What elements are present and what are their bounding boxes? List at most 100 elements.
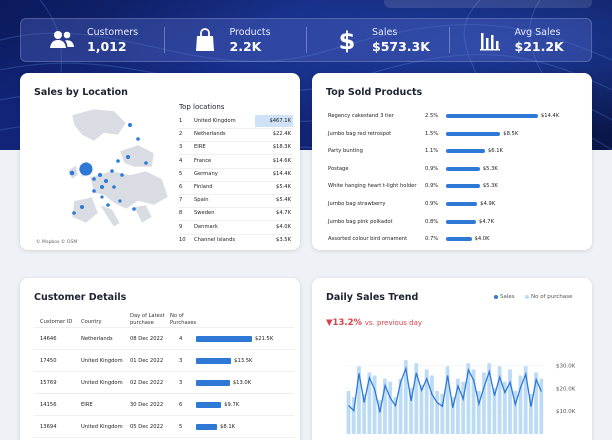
y-tick-label: $30.0K — [556, 363, 576, 369]
location-rank: 9 — [179, 223, 183, 230]
daily-sales-chart[interactable]: $30.0K$20.0K$10.0KMar 2Mar 9Mar 16Mar 23… — [312, 278, 592, 440]
customer-purchases: 5 — [179, 424, 183, 430]
top-sold-products-card: Top Sold Products Regency cakestand 3 ti… — [312, 73, 592, 250]
location-rank: 3 — [179, 144, 183, 151]
purchase-bar — [539, 378, 544, 434]
product-name: Jumbo bag red retrospot — [328, 130, 392, 137]
location-country: Finland — [194, 184, 213, 190]
legend-purchases[interactable]: No of purchase — [525, 294, 573, 300]
location-rank: 10 — [179, 236, 186, 243]
product-value: $6.1K — [487, 148, 503, 155]
location-row[interactable]: 5 Germany $14.4K — [179, 168, 293, 181]
product-bar — [446, 184, 480, 189]
location-row[interactable]: 10 Channel Islands $3.5K — [179, 234, 293, 247]
location-row[interactable]: 4 France $14.6K — [179, 155, 293, 168]
product-bar — [446, 114, 538, 118]
change-indicator: ▼13.2% vs. previous day — [326, 318, 422, 328]
product-share: 1.1% — [425, 148, 439, 155]
row-divider — [34, 415, 294, 416]
product-bar — [446, 149, 485, 154]
map-credit: © Mapbox © OSM — [36, 240, 78, 245]
product-bar — [446, 131, 501, 136]
location-row[interactable]: 3 EIRE $18.3K — [179, 141, 293, 154]
location-country: Denmark — [194, 223, 218, 230]
product-name: Assorted colour bird ornament — [328, 236, 408, 243]
customer-row[interactable]: 14156 EIRE 30 Dec 2022 6 $9.7K — [40, 395, 294, 415]
svg-text:$: $ — [339, 27, 356, 53]
customer-purchases: 6 — [179, 402, 183, 408]
col-header-id[interactable]: Customer ID — [40, 319, 73, 325]
customer-country: United Kingdom — [81, 358, 123, 364]
purchase-bar — [440, 394, 445, 434]
location-rank: 8 — [179, 210, 183, 217]
product-row[interactable]: Assorted colour bird ornament 0.7% $4.0K — [328, 233, 584, 246]
location-value: $22.4K — [272, 131, 291, 138]
product-bar — [446, 237, 472, 242]
row-divider — [179, 141, 293, 143]
purchase-bar — [346, 390, 351, 434]
customer-row[interactable]: 17450 United Kingdom 01 Dec 2022 3 $13.5K — [40, 351, 294, 371]
product-row[interactable]: Jumbo bag strawberry 0.9% $4.9K — [328, 198, 584, 211]
legend-sales[interactable]: Sales — [494, 294, 515, 300]
kpi-label: Sales — [372, 26, 398, 38]
legend-dot — [494, 294, 498, 299]
product-row[interactable]: Jumbo bag pink polkadot 0.8% $4.7K — [328, 216, 584, 229]
daily-sales-trend-card: Daily Sales Trend Sales No of purchase ▼… — [312, 278, 592, 440]
row-divider — [34, 437, 294, 438]
col-header-country[interactable]: Country — [81, 319, 102, 325]
product-row[interactable]: Party bunting 1.1% $6.1K — [328, 145, 584, 158]
product-name: Jumbo bag pink polkadot — [328, 218, 393, 225]
purchase-bar — [445, 366, 450, 434]
col-header-last-purchase[interactable]: Day of Latest purchase — [130, 313, 165, 326]
customer-row[interactable]: 14646 Netherlands 08 Dec 2022 4 $21.5K — [40, 329, 294, 349]
legend-label: No of purchase — [531, 294, 573, 300]
location-row[interactable]: 7 Spain $5.4K — [179, 194, 293, 207]
purchase-bar — [424, 369, 429, 434]
product-row[interactable]: White hanging heart t-light holder 0.9% $5… — [328, 180, 584, 193]
purchase-bar — [466, 363, 471, 434]
purchase-bar — [351, 397, 356, 434]
product-row[interactable]: Regency cakestand 3 tier 2.5% $14.4K — [328, 110, 584, 123]
product-row[interactable]: Postage 0.9% $5.3K — [328, 163, 584, 176]
row-divider — [179, 180, 293, 182]
row-divider — [179, 167, 293, 169]
product-name: Jumbo bag strawberry — [328, 201, 386, 207]
location-value: $4.0K — [276, 223, 291, 230]
kpi-value: 1,012 — [87, 38, 127, 54]
europe-map[interactable] — [34, 105, 184, 235]
kpi-label: Avg Sales — [514, 26, 561, 38]
kpi-value: 2.2K — [229, 38, 262, 54]
purchase-bar — [414, 363, 419, 434]
purchase-bar — [508, 369, 512, 434]
customer-row[interactable]: 15769 United Kingdom 02 Dec 2022 3 $13.0K — [40, 373, 294, 393]
location-rank: 5 — [179, 170, 183, 177]
location-country: Channel Islands — [194, 236, 236, 243]
location-value: $5.4K — [276, 184, 291, 190]
purchase-bar — [419, 384, 424, 434]
location-country: EIRE — [194, 144, 206, 151]
location-row[interactable]: 1 United Kingdom $467.1K — [179, 115, 293, 128]
card-title: Daily Sales Trend — [326, 292, 419, 303]
change-text: vs. previous day — [364, 319, 423, 327]
location-row[interactable]: 9 Denmark $4.0K — [179, 221, 293, 234]
purchase-bar — [456, 378, 460, 434]
kpi-value: $21.2K — [514, 38, 564, 54]
product-share: 0.9% — [425, 165, 439, 172]
product-share: 2.5% — [425, 113, 439, 119]
product-value: $4.7K — [479, 218, 494, 225]
product-row[interactable]: Jumbo bag red retrospot 1.5% $8.5K — [328, 128, 584, 141]
customer-purchases: 3 — [179, 358, 183, 364]
location-row[interactable]: 6 Finland $5.4K — [179, 181, 293, 194]
col-header-purchases[interactable]: No of Purchases — [170, 313, 197, 326]
customer-row[interactable]: 13694 United Kingdom 05 Dec 2022 5 $8.1K — [40, 417, 294, 437]
row-divider — [34, 371, 294, 372]
customer-country: EIRE — [81, 402, 93, 408]
customer-last-purchase: 30 Dec 2022 — [130, 402, 164, 408]
location-row[interactable]: 2 Netherlands $22.4K — [179, 128, 293, 141]
customer-id: 14156 — [40, 402, 57, 408]
row-divider — [34, 393, 294, 394]
location-row[interactable]: 8 Sweden $4.7K — [179, 207, 293, 220]
purchase-bar — [403, 360, 408, 434]
top-tab[interactable] — [384, 0, 592, 8]
y-tick-label: $20.0K — [556, 386, 576, 392]
